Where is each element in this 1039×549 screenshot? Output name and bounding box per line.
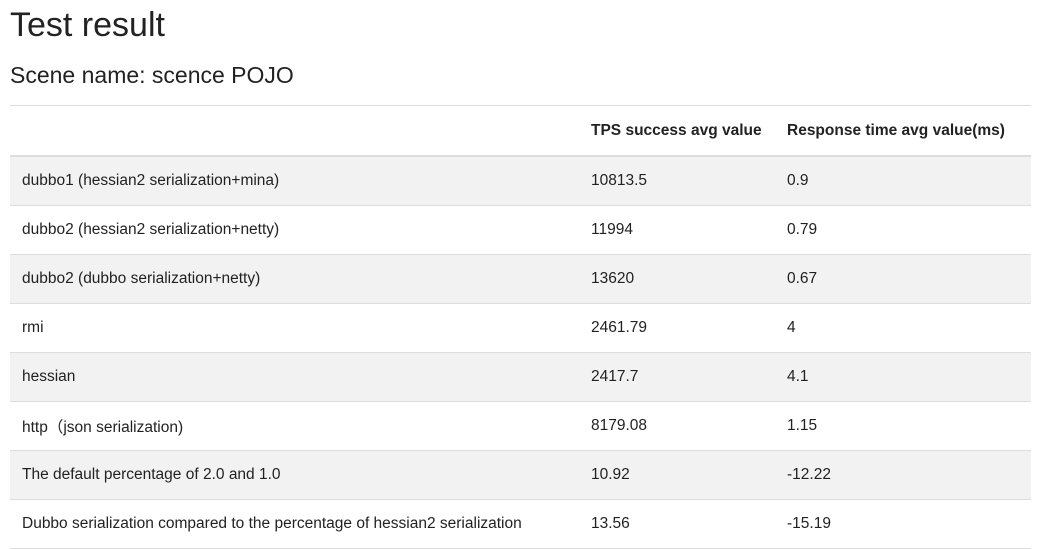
cell-value: 2461.79 — [579, 303, 775, 353]
row-label: http（json serialization) — [10, 401, 579, 451]
header-row: TPS success avg value Response time avg … — [10, 105, 1031, 157]
table-row: The default percentage of 2.0 and 1.0 10.… — [10, 450, 1031, 500]
row-label: rmi — [10, 303, 579, 353]
header-cell: Response time avg value(ms) — [775, 105, 1031, 157]
table-row: dubbo2 (dubbo serialization+netty) 13620 0… — [10, 254, 1031, 304]
row-label: dubbo2 (dubbo serialization+netty) — [10, 254, 579, 304]
cell-value: -15.19 — [775, 499, 1031, 549]
row-label: The default percentage of 2.0 and 1.0 — [10, 450, 579, 500]
cell-value: 8179.08 — [579, 401, 775, 451]
cell-value: 10813.5 — [579, 156, 775, 206]
cell-value: 13620 — [579, 254, 775, 304]
cell-value: 4 — [775, 303, 1031, 353]
table-row: dubbo1 (hessian2 serialization+mina) 1081… — [10, 156, 1031, 206]
cell-value: 1.15 — [775, 401, 1031, 451]
cell-value: 0.9 — [775, 156, 1031, 206]
cell-value: 11994 — [579, 205, 775, 255]
scene-name: Scene name: scence POJO — [10, 62, 294, 88]
cell-value: 10.92 — [579, 450, 775, 500]
table-row: rmi 2461.79 4 — [10, 303, 1031, 353]
table-row: hessian 2417.7 4.1 — [10, 352, 1031, 402]
row-label: Dubbo serialization compared to the perc… — [10, 499, 579, 549]
result-table: TPS success avg value Response time avg … — [10, 105, 1031, 549]
table-row: dubbo2 (hessian2 serialization+netty) 119… — [10, 205, 1031, 255]
page-title: Test result — [10, 6, 165, 44]
header-cell — [10, 105, 579, 157]
row-label: dubbo1 (hessian2 serialization+mina) — [10, 156, 579, 206]
table-row: http（json serialization) 8179.08 1.15 — [10, 401, 1031, 451]
row-label: dubbo2 (hessian2 serialization+netty) — [10, 205, 579, 255]
table-head: TPS success avg value Response time avg … — [10, 105, 1031, 157]
cell-value: 4.1 — [775, 352, 1031, 402]
cell-value: 2417.7 — [579, 352, 775, 402]
cell-value: 0.79 — [775, 205, 1031, 255]
table-row: Dubbo serialization compared to the perc… — [10, 499, 1031, 549]
cell-value: 0.67 — [775, 254, 1031, 304]
header-cell: TPS success avg value — [579, 105, 775, 157]
row-label: hessian — [10, 352, 579, 402]
cell-value: 13.56 — [579, 499, 775, 549]
cell-value: -12.22 — [775, 450, 1031, 500]
table-body: dubbo1 (hessian2 serialization+mina) 1081… — [10, 156, 1031, 549]
